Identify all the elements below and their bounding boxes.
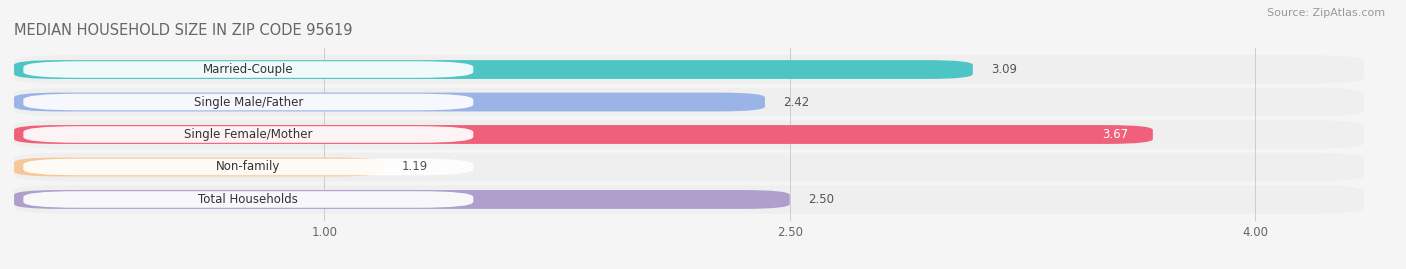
Text: Non-family: Non-family: [217, 161, 281, 174]
Text: 3.67: 3.67: [1102, 128, 1128, 141]
FancyBboxPatch shape: [24, 126, 474, 143]
FancyBboxPatch shape: [14, 88, 1364, 116]
Text: Source: ZipAtlas.com: Source: ZipAtlas.com: [1267, 8, 1385, 18]
FancyBboxPatch shape: [24, 159, 474, 175]
Text: 1.19: 1.19: [402, 161, 429, 174]
Text: 3.09: 3.09: [991, 63, 1018, 76]
Text: Married-Couple: Married-Couple: [202, 63, 294, 76]
FancyBboxPatch shape: [14, 60, 973, 79]
FancyBboxPatch shape: [24, 61, 474, 78]
FancyBboxPatch shape: [14, 185, 1364, 214]
Text: 2.50: 2.50: [808, 193, 834, 206]
FancyBboxPatch shape: [24, 94, 474, 110]
Text: 2.42: 2.42: [783, 95, 810, 108]
FancyBboxPatch shape: [14, 125, 1153, 144]
FancyBboxPatch shape: [14, 120, 1364, 149]
Text: MEDIAN HOUSEHOLD SIZE IN ZIP CODE 95619: MEDIAN HOUSEHOLD SIZE IN ZIP CODE 95619: [14, 23, 353, 38]
FancyBboxPatch shape: [14, 55, 1364, 84]
Text: Single Male/Father: Single Male/Father: [194, 95, 304, 108]
FancyBboxPatch shape: [24, 191, 474, 208]
Text: Total Households: Total Households: [198, 193, 298, 206]
FancyBboxPatch shape: [14, 93, 765, 111]
Text: Single Female/Mother: Single Female/Mother: [184, 128, 312, 141]
FancyBboxPatch shape: [14, 153, 1364, 181]
FancyBboxPatch shape: [14, 190, 790, 209]
FancyBboxPatch shape: [14, 158, 384, 176]
